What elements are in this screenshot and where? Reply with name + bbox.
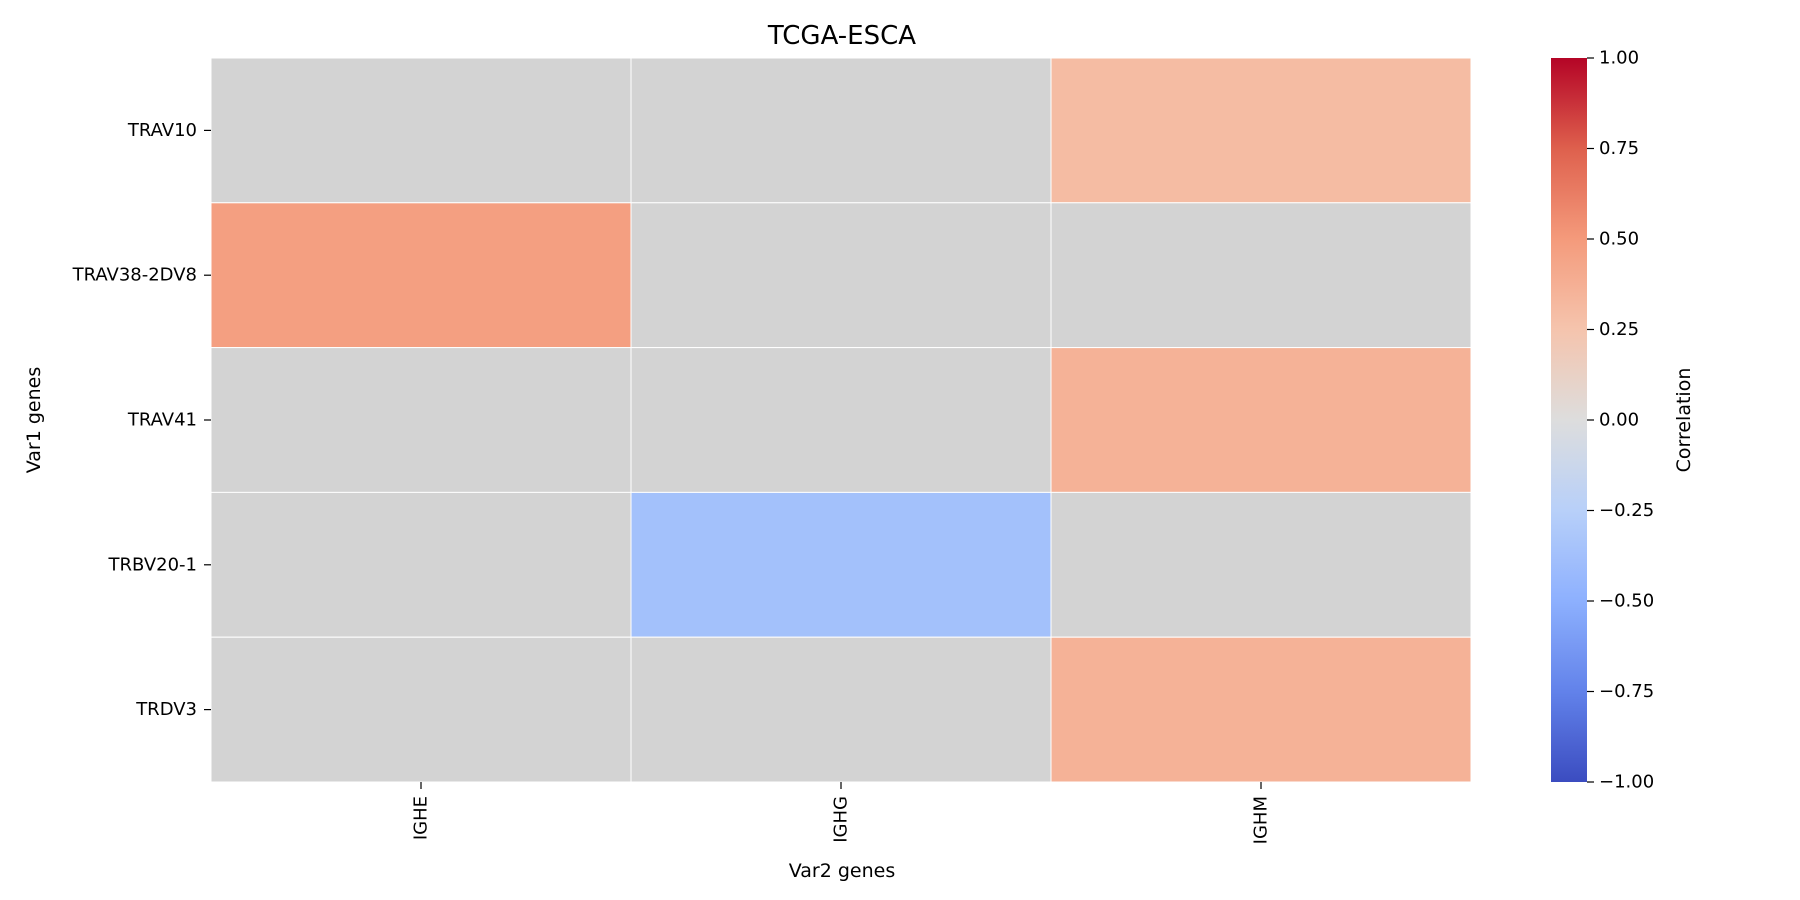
x-tick-label: IGHE (411, 796, 432, 840)
y-tick-label: TRAV38-2DV8 (72, 265, 197, 286)
colorbar-tick-label: 0.25 (1599, 319, 1639, 340)
heatmap-cell (630, 57, 1052, 204)
y-axis-label: Var1 genes (23, 367, 45, 474)
heatmap-cell (210, 636, 632, 783)
heatmap-cell (1050, 202, 1472, 349)
heatmap-cell (210, 57, 632, 204)
y-tick-label: TRDV3 (135, 699, 197, 720)
y-tick-label: TRAV41 (127, 410, 197, 431)
colorbar-tick-label: 0.50 (1599, 229, 1639, 250)
x-axis-label: Var2 genes (789, 860, 896, 882)
heatmap-cell (630, 636, 1052, 783)
x-tick-label: IGHM (1251, 796, 1272, 844)
colorbar-tick-label: −0.50 (1599, 591, 1654, 612)
x-axis-ticks: IGHE IGHG IGHM (411, 782, 1272, 844)
heatmap-cell (210, 491, 632, 638)
heatmap-cell (1050, 57, 1472, 204)
colorbar-tick-label: −1.00 (1599, 772, 1654, 793)
heatmap-cell (210, 202, 632, 349)
y-tick-label: TRBV20-1 (108, 554, 197, 575)
y-tick-label: TRAV10 (127, 120, 197, 141)
heatmap-cell (210, 347, 632, 493)
heatmap-cell (1050, 347, 1472, 493)
colorbar (1551, 58, 1587, 782)
colorbar-tick-label: −0.25 (1599, 500, 1654, 521)
colorbar-tick-label: 0.75 (1599, 138, 1639, 159)
heatmap-cell (630, 347, 1052, 493)
heatmap-cell (1050, 636, 1472, 783)
heatmap-cell (1050, 491, 1472, 638)
heatmap-cells (210, 57, 1472, 783)
heatmap-cell (630, 202, 1052, 349)
colorbar-tick-label: 1.00 (1599, 48, 1639, 69)
x-tick-label: IGHG (831, 796, 852, 843)
colorbar-tick-label: 0.00 (1599, 410, 1639, 431)
heatmap-cell (630, 491, 1052, 638)
colorbar-ticks: 1.00 0.75 0.50 0.25 0.00 −0.25 −0.50 −0.75 −1.00 (1587, 48, 1654, 793)
y-axis-ticks: TRAV10 TRAV38-2DV8 TRAV41 TRBV20-1 TRDV3 (72, 120, 211, 720)
colorbar-label: Correlation (1673, 368, 1695, 473)
chart-title: TCGA-ESCA (767, 21, 916, 51)
colorbar-tick-label: −0.75 (1599, 681, 1654, 702)
